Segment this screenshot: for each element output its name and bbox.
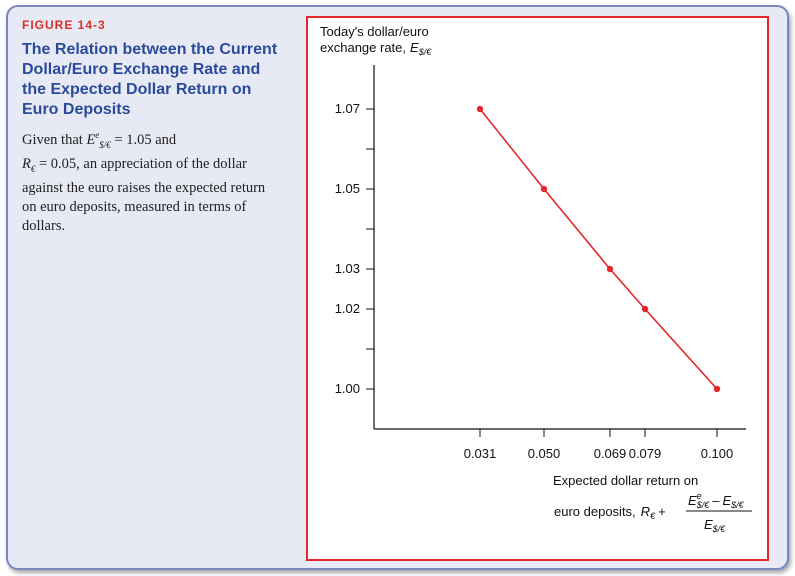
y-tick-label-3: 1.02: [335, 301, 360, 316]
x-axis-label-line1: Expected dollar return on: [553, 473, 698, 488]
y-axis-label-line2: exchange rate, E$/€: [320, 40, 432, 57]
y-tick-label-2: 1.03: [335, 261, 360, 276]
series-line: [476, 105, 721, 393]
data-point-0: [476, 105, 484, 113]
caption-symbol-e: Ee$/€: [86, 130, 111, 150]
figure-title: The Relation between the Current Dollar/…: [22, 41, 278, 118]
x-axis-fraction-denominator: E$/€: [704, 517, 726, 534]
figure-label: FIGURE 14-3: [22, 18, 106, 32]
x-tick-label-4: 0.100: [701, 446, 734, 461]
caption-eq2: = 0.05, an appreciation of the dollar ag…: [22, 155, 266, 234]
caption-symbol-r: R€: [22, 155, 36, 174]
data-point-2: [606, 265, 614, 273]
y-axis-label-line1: Today's dollar/euro: [320, 24, 429, 39]
x-tick-label-0: 0.031: [464, 446, 497, 461]
caption-eq1: = 1.05 and: [110, 131, 177, 148]
data-line: [479, 108, 718, 390]
x-tick-label-1: 0.050: [528, 446, 561, 461]
y-tick-label-4: 1.00: [335, 381, 360, 396]
caption-lead: Given that: [22, 131, 83, 148]
y-tick-label-1: 1.05: [335, 181, 360, 196]
data-point-1: [540, 185, 548, 193]
x-tick-label-3: 0.079: [629, 446, 662, 461]
x-axis-label-line2: euro deposits, R€ +: [554, 504, 666, 521]
y-tick-label-0: 1.07: [335, 101, 360, 116]
x-ticks: 0.031 0.050 0.069 0.079 0.100: [464, 429, 734, 461]
y-ticks: 1.07 1.05 1.03 1.02 1.00: [335, 101, 374, 396]
chart: Today's dollar/euro exchange rate, E$/€ 1…: [320, 24, 752, 534]
chart-panel: Today's dollar/euro exchange rate, E$/€ 1…: [306, 16, 769, 561]
x-axis-fraction-numerator: Ee $/€ – E$/€: [688, 491, 745, 510]
x-tick-label-2: 0.069: [594, 446, 627, 461]
data-point-4: [713, 385, 721, 393]
figure-caption: Given that Ee$/€ = 1.05 and R€ = 0.05, an…: [22, 126, 274, 236]
data-point-3: [641, 305, 649, 313]
